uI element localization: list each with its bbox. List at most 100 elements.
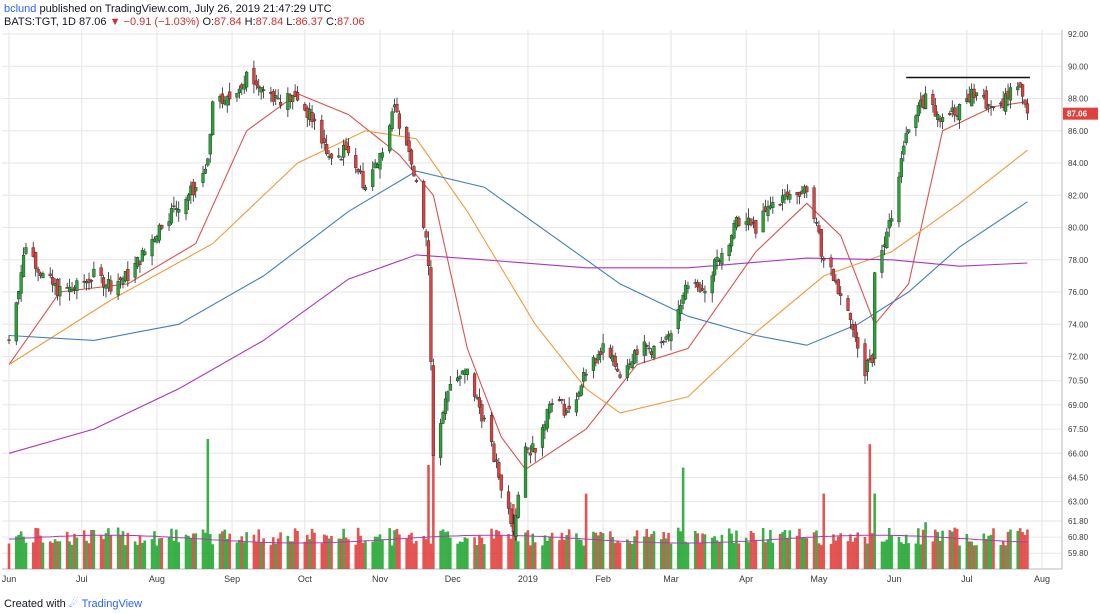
candle-body — [1025, 103, 1030, 114]
volume-bar — [191, 533, 195, 569]
volume-bar — [124, 545, 127, 569]
volume-bar — [970, 541, 973, 569]
volume-bar — [150, 539, 154, 569]
candle-body — [458, 375, 462, 379]
volume-bar — [39, 535, 42, 569]
volume-bar — [48, 541, 52, 569]
volume-bar — [381, 540, 384, 569]
volume-bar — [53, 539, 57, 569]
volume-bar — [432, 449, 435, 569]
candle-body — [169, 207, 174, 224]
candle-body — [477, 397, 482, 408]
candle-body — [329, 153, 334, 159]
candle-body — [829, 257, 833, 268]
candle-body — [412, 166, 416, 177]
candle-body — [974, 92, 979, 97]
candle-body — [278, 102, 283, 106]
volume-bar — [507, 534, 510, 569]
volume-bar — [786, 537, 789, 569]
volume-bar — [238, 539, 241, 569]
candle-body — [625, 365, 629, 378]
volume-bar — [686, 543, 690, 569]
volume-bar — [255, 542, 258, 569]
candle-body — [99, 267, 103, 276]
volume-bar — [320, 543, 324, 569]
published-text: published on TradingView.com, July 26, 2… — [39, 3, 332, 15]
volume-bar — [293, 528, 297, 569]
volume-bar — [206, 439, 210, 569]
volume-bar — [356, 527, 360, 569]
candle-body — [157, 224, 161, 241]
volume-bar — [221, 531, 224, 569]
candle-body — [395, 103, 399, 113]
candle-body — [540, 427, 545, 448]
tradingview-logo-icon: ☄ — [68, 598, 79, 610]
candle-body — [664, 336, 668, 340]
volume-bar — [754, 540, 758, 569]
volume-bar — [715, 540, 719, 569]
volume-bar — [87, 543, 91, 569]
candle-body — [422, 181, 426, 228]
volume-bar — [458, 541, 462, 569]
volume-bar — [480, 537, 484, 569]
candle-body — [443, 398, 448, 414]
volume-bar — [322, 534, 326, 569]
candle-body — [831, 268, 836, 282]
volume-bar — [347, 539, 350, 569]
candle-body — [276, 97, 280, 100]
candle-body — [235, 92, 239, 98]
volume-bar — [288, 541, 292, 569]
tradingview-brand[interactable]: TradingView — [81, 598, 143, 610]
volume-bar — [466, 538, 469, 569]
volume-bar — [788, 530, 792, 569]
volume-bar — [613, 542, 617, 569]
candle-body — [899, 158, 903, 178]
volume-bar — [327, 538, 331, 569]
candle-body — [274, 95, 278, 98]
volume-bar — [269, 545, 273, 569]
candle-body — [599, 351, 603, 356]
volume-bar — [829, 543, 833, 569]
y-tick-label: 74.00 — [1068, 320, 1089, 329]
candle-body — [902, 145, 906, 155]
author-link[interactable]: bclund — [4, 3, 37, 15]
candle-body — [594, 358, 598, 364]
candle-body — [172, 205, 176, 207]
volume-bar — [208, 534, 212, 569]
volume-bar — [592, 531, 595, 569]
volume-bar — [211, 544, 214, 569]
change-arrow-icon: ▼ — [109, 16, 121, 28]
candle-body — [749, 218, 753, 226]
volume-bar — [839, 533, 843, 569]
y-tick-label: 76.00 — [1068, 288, 1089, 297]
y-tick-label: 84.00 — [1068, 159, 1089, 168]
volume-bar — [461, 541, 464, 569]
volume-bar — [679, 531, 682, 569]
candle-body — [203, 168, 208, 174]
candle-body — [1021, 84, 1025, 97]
candle-body — [957, 104, 962, 121]
candle-body — [337, 155, 341, 158]
candle-body — [41, 273, 45, 279]
y-tick-label: 86.00 — [1068, 127, 1089, 136]
volume-bar — [187, 535, 190, 569]
volume-bar — [36, 528, 40, 569]
low-value: 86.37 — [295, 16, 323, 28]
candle-body — [424, 231, 428, 238]
volume-bar — [693, 531, 697, 569]
volume-bar — [274, 543, 278, 569]
volume-bar — [482, 544, 486, 569]
candle-body — [931, 94, 935, 105]
volume-bar — [543, 535, 547, 569]
x-tick-label: Jul — [76, 574, 88, 584]
candle-body — [160, 225, 164, 229]
volume-bar — [240, 536, 244, 569]
candle-body — [206, 158, 210, 166]
volume-bar — [676, 527, 680, 569]
volume-bar — [204, 532, 207, 569]
volume-bar — [761, 527, 765, 569]
volume-bar — [499, 535, 503, 569]
volume-bar — [696, 533, 699, 569]
candle-body — [907, 129, 911, 133]
